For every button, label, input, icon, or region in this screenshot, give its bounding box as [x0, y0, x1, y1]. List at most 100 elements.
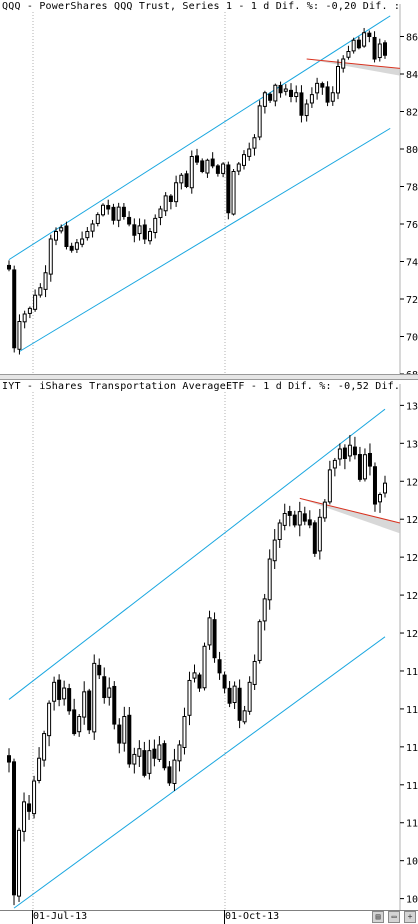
- candle: [72, 698, 77, 736]
- y-tick-label: 74: [406, 258, 418, 269]
- candle: [252, 654, 257, 690]
- y-tick-label: 130: [406, 439, 418, 450]
- candle-body: [90, 223, 95, 232]
- y-tick-label: 132: [406, 401, 418, 412]
- candle: [22, 310, 27, 329]
- candle-body: [362, 32, 367, 47]
- candle: [377, 38, 382, 62]
- candle-body: [174, 182, 179, 203]
- candle-body: [262, 92, 267, 107]
- candle-body: [59, 227, 64, 232]
- candle-body: [142, 750, 147, 776]
- candle: [247, 676, 252, 715]
- candle-body: [294, 92, 299, 98]
- print-icon[interactable]: ▭: [388, 911, 400, 923]
- candle-body: [179, 174, 184, 184]
- candle: [27, 794, 32, 820]
- candle: [7, 748, 11, 773]
- candle-body: [351, 39, 356, 52]
- candle-body: [182, 716, 187, 748]
- y-tick-label: 110: [406, 819, 418, 830]
- y-tick-label: 70: [406, 333, 418, 344]
- candle: [187, 671, 192, 726]
- candle: [342, 444, 347, 470]
- candle: [12, 265, 17, 353]
- candle: [327, 460, 332, 505]
- candle: [87, 688, 92, 735]
- candle-body: [54, 231, 58, 241]
- candle-body: [27, 803, 32, 812]
- candle-body: [272, 539, 277, 562]
- zoom-icon[interactable]: +: [404, 911, 416, 923]
- candle-body: [95, 214, 100, 224]
- candle: [357, 446, 362, 482]
- candle-body: [172, 759, 177, 784]
- candle-body: [346, 51, 351, 58]
- candle: [356, 36, 361, 50]
- candle-body: [22, 801, 27, 832]
- candle-body: [87, 690, 92, 731]
- candle: [197, 672, 202, 692]
- candle-body: [57, 679, 62, 700]
- y-tick-label: 72: [406, 295, 418, 306]
- y-tick-label: 120: [406, 629, 418, 640]
- candle: [116, 202, 121, 228]
- candle-body: [167, 766, 172, 784]
- panel-divider[interactable]: [0, 374, 418, 380]
- candle: [362, 448, 367, 482]
- candle: [182, 707, 187, 755]
- candle-body: [222, 674, 227, 689]
- candle: [101, 203, 105, 217]
- candle: [121, 203, 126, 220]
- candle-body: [97, 664, 102, 676]
- candle: [52, 676, 57, 711]
- candle: [352, 436, 357, 460]
- candle: [102, 667, 107, 704]
- candle-body: [297, 511, 302, 526]
- candle: [192, 664, 197, 683]
- candle: [317, 508, 322, 560]
- candle-body: [17, 321, 22, 350]
- candle: [346, 45, 351, 60]
- save-icon[interactable]: ▤: [372, 911, 384, 923]
- candle: [111, 203, 116, 225]
- candle-body: [37, 757, 42, 781]
- channel-lower-line: [19, 127, 391, 352]
- candle: [168, 194, 173, 210]
- candle: [226, 161, 231, 220]
- candle: [351, 37, 356, 54]
- candle-body: [362, 454, 367, 480]
- candle-body: [231, 171, 236, 215]
- trend-line: [299, 497, 401, 524]
- candle: [367, 443, 372, 476]
- candle-body: [330, 92, 335, 102]
- candle-body: [142, 224, 147, 240]
- candle-body: [332, 459, 337, 469]
- candle: [372, 31, 377, 63]
- candle-body: [342, 447, 347, 460]
- candle: [127, 707, 132, 768]
- candle: [162, 740, 167, 771]
- candle: [54, 227, 58, 246]
- candle-body: [116, 206, 121, 221]
- y-tick-label: 68: [406, 370, 418, 374]
- candle: [292, 510, 297, 528]
- candle: [148, 227, 152, 245]
- candle: [242, 150, 246, 170]
- candle-body: [221, 163, 226, 174]
- candle-body: [257, 621, 262, 661]
- iyt-chart-panel: IYT - iShares Transportation AverageETF …: [0, 380, 418, 910]
- candle-body: [356, 39, 361, 49]
- candle: [12, 758, 17, 906]
- candle: [304, 99, 309, 122]
- candle-body: [32, 780, 37, 815]
- candle: [107, 677, 112, 706]
- candle-body: [278, 84, 283, 94]
- candle-body: [158, 208, 163, 219]
- candle-body: [197, 674, 202, 689]
- y-tick-label: 114: [406, 743, 418, 754]
- candle: [383, 40, 387, 59]
- candle-body: [177, 744, 182, 762]
- candle: [207, 610, 212, 650]
- candle-body: [202, 645, 207, 689]
